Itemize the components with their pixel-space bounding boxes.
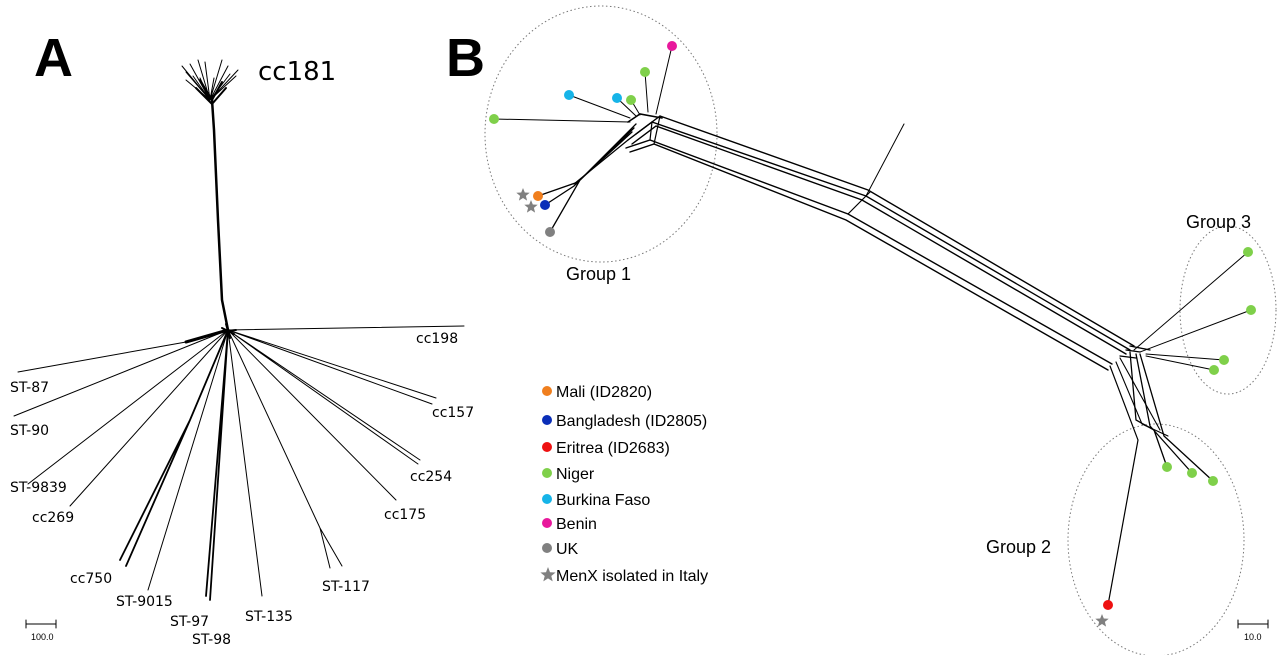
leaf-niger xyxy=(640,67,650,77)
legend: Mali (ID2820) Bangladesh (ID2805) Eritre… xyxy=(540,384,708,585)
tip-label-st-9839: ST-9839 xyxy=(10,480,67,496)
branch-st-90 xyxy=(13,329,229,417)
leaf-niger xyxy=(1208,476,1218,486)
branch-st-135 xyxy=(227,329,263,597)
panel-a-letter: A xyxy=(34,28,73,88)
legend-label-mali: Mali (ID2820) xyxy=(556,384,652,401)
branch-cc175 xyxy=(227,329,397,501)
cc181-label: cc181 xyxy=(258,57,336,87)
leaf-burkina-faso xyxy=(564,90,574,100)
leaf-niger xyxy=(1219,355,1229,365)
group-1-label: Group 1 xyxy=(566,264,631,284)
legend-label-eritrea: Eritrea (ID2683) xyxy=(556,440,670,457)
legend-marker-benin xyxy=(542,518,552,528)
group-2-label: Group 2 xyxy=(986,537,1051,557)
legend-label-menx-italy: MenX isolated in Italy xyxy=(556,568,708,585)
legend-marker-star-icon xyxy=(540,567,556,582)
leaf-niger xyxy=(1246,305,1256,315)
group-1-circle xyxy=(484,5,718,263)
legend-item-mali: Mali (ID2820) xyxy=(542,384,652,401)
group-2-branches xyxy=(1107,351,1214,606)
tip-label-st-87: ST-87 xyxy=(10,380,49,396)
legend-item-benin: Benin xyxy=(542,516,597,533)
branch-cc254 xyxy=(227,329,421,465)
legend-item-bangladesh: Bangladesh (ID2805) xyxy=(542,413,707,430)
tip-label-st-98: ST-98 xyxy=(192,632,231,648)
tip-label-st-97: ST-97 xyxy=(170,614,209,630)
panel-b-scale-label: 10.0 xyxy=(1244,632,1262,642)
panel-b-letter: B xyxy=(446,28,485,88)
leaf-menx-italy-star xyxy=(524,200,538,213)
branch-st-9015 xyxy=(147,329,229,591)
legend-item-niger: Niger xyxy=(542,466,595,483)
branch-cc157 xyxy=(227,329,437,405)
leaf-markers xyxy=(489,41,1256,627)
panel-a-tip-labels: cc198 cc157 cc254 cc175 ST-117 ST-135 ST… xyxy=(10,331,474,648)
group-2-circle xyxy=(1067,423,1245,655)
branch-cc269 xyxy=(69,329,229,507)
leaf-niger xyxy=(1209,365,1219,375)
legend-marker-bangladesh xyxy=(542,415,552,425)
leaf-niger xyxy=(1187,468,1197,478)
panel-a-branches xyxy=(13,325,465,601)
panel-a: A cc181 cc198 xyxy=(10,28,474,648)
panel-a-scale-label: 100.0 xyxy=(31,632,54,642)
leaf-menx-italy-star xyxy=(516,188,530,201)
branch-st-117 xyxy=(227,329,343,569)
panel-a-scale-bar: 100.0 xyxy=(25,619,57,642)
leaf-bangladesh xyxy=(540,200,550,210)
leaf-niger xyxy=(1243,247,1253,257)
legend-marker-uk xyxy=(542,543,552,553)
tip-label-cc175: cc175 xyxy=(384,507,426,523)
leaf-uk xyxy=(545,227,555,237)
tip-label-st-90: ST-90 xyxy=(10,423,49,439)
branch-st-97-98 xyxy=(205,329,229,601)
legend-label-burkina-faso: Burkina Faso xyxy=(556,492,650,509)
legend-label-niger: Niger xyxy=(556,466,595,483)
legend-label-benin: Benin xyxy=(556,516,597,533)
group-3-branches xyxy=(1133,251,1252,371)
leaf-benin xyxy=(667,41,677,51)
tip-label-st-117: ST-117 xyxy=(322,579,370,595)
legend-item-uk: UK xyxy=(542,541,579,558)
leaf-niger xyxy=(626,95,636,105)
tip-label-st-135: ST-135 xyxy=(245,609,293,625)
leaf-niger xyxy=(1162,462,1172,472)
legend-marker-eritrea xyxy=(542,442,552,452)
branch-cc198 xyxy=(227,325,465,331)
legend-marker-burkina-faso xyxy=(542,494,552,504)
tip-label-cc157: cc157 xyxy=(432,405,474,421)
panel-b: B xyxy=(446,5,1277,655)
split-network xyxy=(625,115,1151,371)
legend-marker-mali xyxy=(542,386,552,396)
cc181-trunk xyxy=(210,98,230,332)
leaf-niger xyxy=(489,114,499,124)
panel-b-scale-bar: 10.0 xyxy=(1237,619,1269,642)
tip-label-cc269: cc269 xyxy=(32,510,74,526)
legend-label-bangladesh: Bangladesh (ID2805) xyxy=(556,413,707,430)
leaf-burkina-faso xyxy=(612,93,622,103)
branch-st-9839 xyxy=(27,329,229,485)
legend-item-menx-italy: MenX isolated in Italy xyxy=(540,567,708,585)
tip-label-cc254: cc254 xyxy=(410,469,452,485)
branch-cc750 xyxy=(119,329,229,567)
tip-label-cc750: cc750 xyxy=(70,571,112,587)
group-3-circle xyxy=(1179,225,1277,395)
branch-st-87-base xyxy=(184,328,230,344)
group-1-branches xyxy=(493,45,673,233)
leaf-menx-italy-star xyxy=(1095,614,1109,627)
leaf-eritrea xyxy=(1103,600,1113,610)
tip-label-st-9015: ST-9015 xyxy=(116,594,173,610)
legend-marker-niger xyxy=(542,468,552,478)
legend-label-uk: UK xyxy=(556,541,579,558)
legend-item-burkina-faso: Burkina Faso xyxy=(542,492,650,509)
tip-label-cc198: cc198 xyxy=(416,331,458,347)
group-3-label: Group 3 xyxy=(1186,212,1251,232)
legend-item-eritrea: Eritrea (ID2683) xyxy=(542,440,670,457)
leaf-mali xyxy=(533,191,543,201)
cc181-cluster xyxy=(181,59,239,106)
